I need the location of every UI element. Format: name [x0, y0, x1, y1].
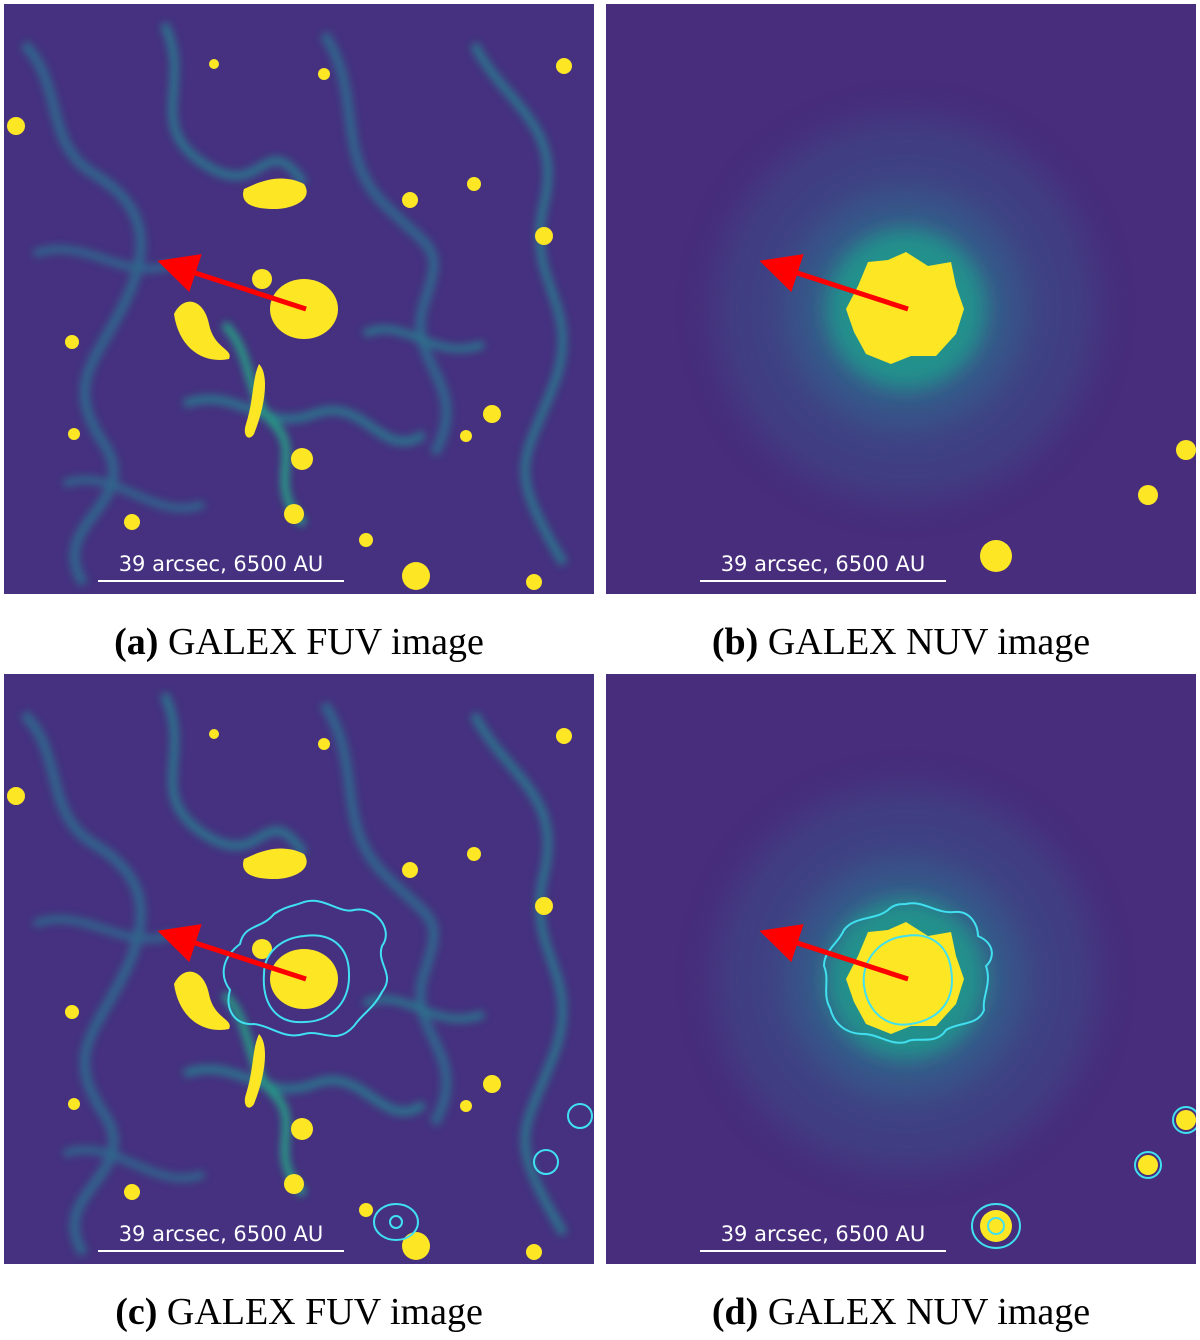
fuv-image-a — [4, 4, 594, 594]
caption-label: (a) — [114, 621, 159, 663]
motion-arrow — [157, 924, 307, 982]
fuv-image-panel-a: 39 arcsec, 6500 AU — [4, 4, 594, 594]
caption-b: (b) GALEX NUV image — [606, 620, 1196, 664]
caption-text: GALEX NUV image — [767, 1291, 1091, 1333]
caption-text: GALEX NUV image — [767, 621, 1091, 663]
scale-bar — [98, 580, 344, 582]
scale-bar-label: 39 arcsec, 6500 AU — [720, 552, 926, 576]
caption-c: (c) GALEX FUV image — [4, 1290, 594, 1334]
caption-d: (d) GALEX NUV image — [606, 1290, 1196, 1334]
nuv-image-d — [606, 674, 1196, 1264]
caption-text: GALEX FUV image — [166, 1291, 483, 1333]
caption-label: (b) — [711, 621, 759, 663]
caption-label: (c) — [115, 1291, 158, 1333]
scale-bar-label: 39 arcsec, 6500 AU — [118, 1222, 324, 1246]
motion-arrow — [759, 924, 909, 982]
scale-bar — [98, 1250, 344, 1252]
motion-arrow — [759, 254, 909, 312]
caption-a: (a) GALEX FUV image — [4, 620, 594, 664]
caption-label: (d) — [711, 1291, 759, 1333]
caption-text: GALEX FUV image — [167, 621, 484, 663]
scale-bar — [700, 580, 946, 582]
nuv-image-panel-b: 39 arcsec, 6500 AU — [606, 4, 1196, 594]
contour-lines — [222, 899, 593, 1241]
motion-arrow — [157, 254, 307, 312]
scale-bar-label: 39 arcsec, 6500 AU — [118, 552, 324, 576]
fuv-image-c — [4, 674, 594, 1264]
scale-bar-label: 39 arcsec, 6500 AU — [720, 1222, 926, 1246]
fuv-image-panel-c: 39 arcsec, 6500 AU — [4, 674, 594, 1264]
scale-bar — [700, 1250, 946, 1252]
nuv-image-b — [606, 4, 1196, 594]
nuv-image-panel-d: 39 arcsec, 6500 AU — [606, 674, 1196, 1264]
contour-lines — [822, 902, 1196, 1249]
